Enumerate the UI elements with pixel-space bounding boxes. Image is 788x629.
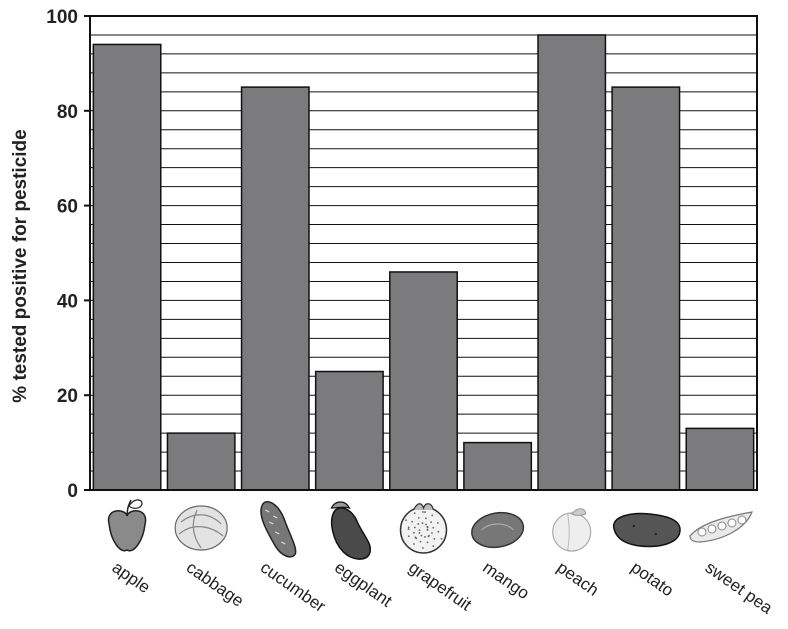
y-axis-ticks: 0 20 40 60 80 100: [46, 7, 90, 502]
y-tick-label: 100: [46, 7, 78, 28]
bar-grapefruit: [389, 271, 458, 491]
bar-peach: [537, 34, 607, 491]
bar-cucumber: [240, 86, 310, 491]
y-tick-label: 0: [67, 481, 78, 502]
x-axis-labels: apple cabbage cucumber eggplant grapefruit ma…: [109, 558, 777, 618]
plot-border: [89, 15, 758, 491]
x-tick-label: peach: [553, 558, 602, 600]
x-tick-label: eggplant: [331, 558, 396, 611]
bar-cabbage: [166, 432, 236, 491]
x-tick-label: grapefruit: [405, 558, 475, 615]
x-tick-label: cabbage: [183, 558, 247, 611]
sweet-pea-icon: [689, 511, 753, 543]
peach-icon: [552, 508, 592, 552]
mango-icon: [471, 511, 525, 549]
x-tick-label: cucumber: [257, 558, 329, 617]
apple-icon: [107, 499, 147, 552]
bar-eggplant: [314, 370, 384, 491]
eggplant-icon: [330, 501, 372, 560]
y-tick-label: 40: [57, 291, 78, 312]
bar-apple: [92, 43, 162, 491]
x-tick-label: potato: [628, 558, 678, 601]
y-tick-label: 80: [57, 102, 78, 123]
cabbage-icon: [174, 505, 228, 551]
bar-sweet-pea: [685, 427, 755, 491]
cucumber-icon: [260, 501, 297, 558]
y-axis-title: % tested positive for pesticide: [10, 129, 31, 402]
x-tick-label: sweet pea: [702, 558, 777, 618]
potato-icon: [613, 512, 681, 548]
plot-frame: [89, 15, 758, 491]
bar-potato: [611, 86, 681, 491]
category-icons: [107, 499, 753, 560]
y-tick-label: 20: [57, 386, 78, 407]
y-tick-label: 60: [57, 197, 78, 218]
bar-mango: [463, 441, 533, 491]
grapefruit-icon: [399, 503, 448, 554]
x-tick-label: apple: [109, 558, 154, 597]
x-tick-label: mango: [479, 558, 532, 603]
